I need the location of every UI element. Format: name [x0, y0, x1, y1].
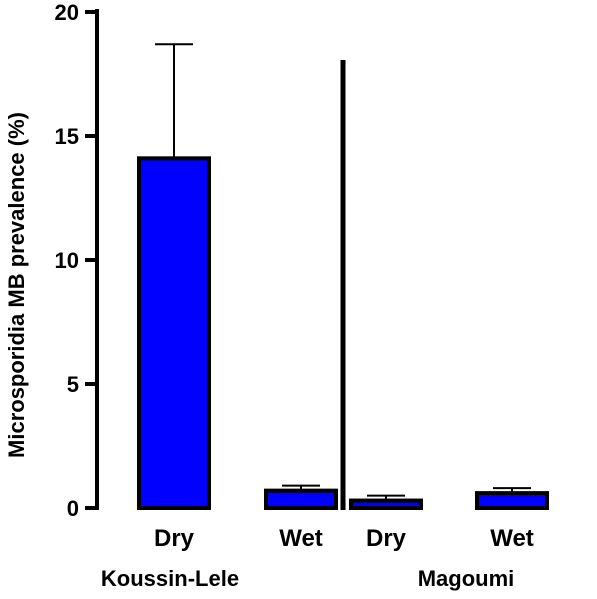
bar [349, 498, 423, 510]
group-label: Magoumi [418, 566, 515, 591]
y-axis-title: Microsporidia MB prevalence (%) [4, 112, 29, 458]
group-label: Koussin-Lele [101, 566, 239, 591]
y-tick-label: 15 [55, 124, 79, 149]
labels: Dry Wet Koussin-Lele Dry Wet Magoumi [101, 525, 534, 591]
y-tick-label: 10 [55, 248, 79, 273]
x-category-label: Dry [154, 525, 195, 552]
y-tick-label: 5 [67, 372, 79, 397]
bar [264, 488, 338, 511]
x-category-label: Dry [366, 525, 407, 552]
x-category-label: Wet [279, 525, 323, 552]
bars [137, 43, 549, 511]
x-category-label: Wet [490, 525, 534, 552]
bar [475, 491, 549, 510]
bar [137, 156, 211, 510]
axes: 0 5 10 15 20 [55, 0, 346, 521]
y-tick-label: 0 [67, 496, 79, 521]
y-tick-label: 20 [55, 0, 79, 25]
